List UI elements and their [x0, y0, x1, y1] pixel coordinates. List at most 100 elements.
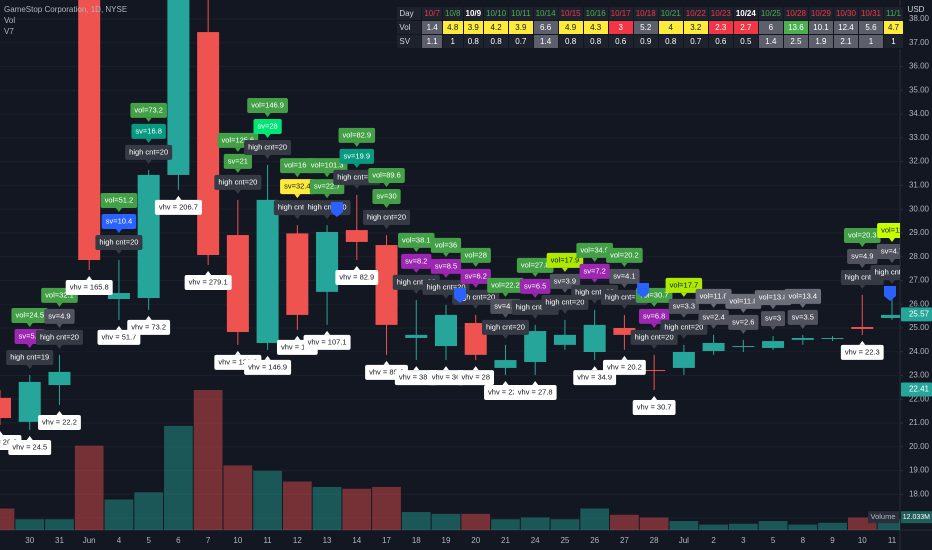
annotation-label: high cnt=20	[129, 147, 168, 156]
annotation-label: sv=2.4	[702, 312, 724, 321]
annotation: vol=146.9	[247, 97, 288, 117]
volume-bar	[282, 481, 312, 530]
volume-bar	[401, 512, 431, 530]
annotation: vol=51.2	[100, 193, 138, 213]
y-tick-label: 20.00	[909, 442, 930, 451]
candle-body	[821, 337, 844, 339]
table-cell: 10/29	[807, 6, 834, 21]
annotation-box	[876, 243, 900, 259]
volume-bar	[253, 470, 282, 530]
annotation-box	[223, 153, 252, 169]
candle-body	[48, 371, 71, 386]
volume-bar	[164, 425, 193, 530]
volume-bar	[491, 519, 520, 530]
axes: 17.0018.0019.0020.0021.0022.0023.0024.00…	[25, 14, 932, 545]
table-cell: 5.6	[857, 20, 885, 35]
table-row: Vol 1.4 4.8 3.9 4.2 3.9 6.6 4.9 4.3 3 5.2 4 3.2 2.3 2.…	[396, 20, 904, 35]
annotation-box	[130, 102, 167, 118]
annotation: vhv = 28	[457, 366, 495, 386]
annotation: high cnt=20	[125, 144, 173, 164]
annotation-pointer	[561, 288, 568, 293]
annotation-box	[460, 268, 491, 284]
annotation-label: vol=11.8	[700, 291, 728, 300]
annotation-box	[457, 370, 495, 386]
annotation-label: high cnt=20	[605, 292, 644, 301]
annotation-box	[368, 168, 405, 184]
annotation-box	[253, 118, 282, 134]
volume-bar	[461, 513, 491, 530]
annotation-pointer	[859, 340, 866, 345]
annotation-box	[513, 385, 557, 401]
annotation-label: sv=4.7	[881, 246, 903, 255]
annotation: vol=82.9	[338, 127, 376, 147]
annotation-pointer	[145, 159, 152, 164]
annotation-pointer	[502, 334, 509, 339]
annotation-pointer	[443, 366, 449, 371]
annotation-pointer	[443, 273, 449, 278]
signal-marker	[637, 283, 649, 298]
annotation-box	[761, 311, 786, 327]
candle-body	[316, 231, 339, 292]
annotation-box	[784, 288, 822, 304]
annotation: sv=6.5	[520, 278, 551, 298]
annotation: sv=6.2	[460, 268, 491, 288]
table-cell: 4	[657, 20, 684, 35]
x-tick-label: 3	[741, 536, 746, 545]
annotation-pointer	[264, 355, 271, 360]
annotation: vhv = 146.9	[244, 355, 292, 375]
volume-bar	[223, 465, 253, 530]
annotation-label: vol=51.2	[105, 195, 134, 204]
annotation-label: high cnt=19	[10, 353, 49, 362]
annotation: vhv = 107.1	[303, 330, 351, 350]
annotation-pointer	[532, 314, 539, 319]
annotation-pointer	[591, 299, 598, 304]
annotation: vol=20.3	[843, 227, 881, 247]
annotation-pointer	[383, 204, 390, 209]
annotation-pointer	[115, 250, 122, 255]
annotation-pointer	[651, 344, 658, 349]
table-cell: Day	[396, 6, 423, 21]
annotation: sv=3.3	[668, 298, 700, 318]
annotation-box	[728, 314, 759, 330]
y-tick-label: 25.00	[909, 323, 930, 332]
x-tick-label: 27	[620, 536, 629, 545]
table-cell: 10.1	[807, 20, 834, 35]
table-cell: 1.1	[421, 34, 443, 49]
table-cell: 3.9	[508, 20, 534, 35]
x-tick-label: 30	[25, 536, 34, 545]
annotation-box	[668, 298, 700, 314]
annotation-label: vol=22.2	[491, 280, 520, 289]
annotation: vol=13.8	[754, 290, 792, 310]
annotation: sv=4.7	[876, 243, 903, 263]
volume-name-box	[868, 511, 899, 524]
annotation-box	[303, 334, 351, 350]
annotation-label: vol=17.7	[670, 280, 699, 289]
annotation-label: vol=146.9	[251, 100, 284, 109]
volume-bar	[0, 508, 15, 530]
volume-bar	[610, 514, 639, 530]
annotation-label: vhv = 36	[432, 373, 461, 382]
annotation-box	[127, 319, 171, 335]
table-cell: 10/25	[757, 6, 784, 21]
y-tick-label: 24.00	[909, 347, 930, 356]
annotation-box	[338, 127, 376, 143]
y-tick-label: 29.00	[909, 228, 930, 237]
annotation: high cnt=20	[481, 319, 529, 339]
annotation-label: high cnt=20	[456, 292, 495, 301]
annotation: vol=101.3	[306, 158, 348, 178]
annotation-label: sv=7.2	[584, 266, 606, 275]
table-cell: 0.7	[682, 34, 709, 49]
table-cell: 1	[883, 34, 904, 49]
table-cell: 10/24	[732, 6, 759, 21]
annotation-pointer	[859, 263, 866, 268]
annotation: sv=3.5	[787, 309, 818, 329]
annotation-label: sv=4.9	[48, 311, 70, 320]
annotation-label: high cnt=20	[635, 332, 674, 341]
table-cell: 10/10	[483, 6, 510, 21]
candle-body	[672, 351, 695, 368]
y-tick-label: 26.00	[909, 299, 930, 308]
x-tick-label: 18	[412, 536, 421, 545]
y-tick-label: 27.00	[909, 276, 930, 285]
x-tick-label: 24	[531, 536, 540, 545]
